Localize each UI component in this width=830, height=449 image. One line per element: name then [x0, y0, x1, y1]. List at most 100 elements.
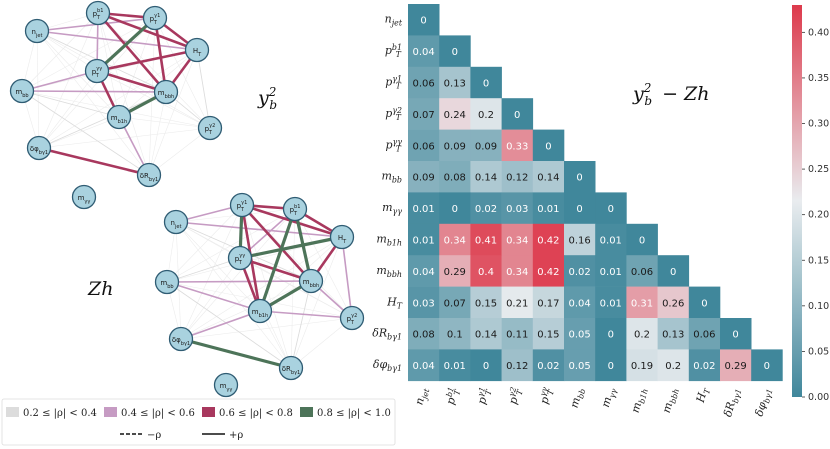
correlation-edge — [38, 146, 150, 177]
heatmap-value-label: 0.04 — [412, 47, 434, 58]
heatmap-cell: 0.02 — [688, 349, 721, 382]
heatmap-cell: 0.11 — [501, 318, 534, 350]
correlation-heatmap: 0 njet 0.04 0 pb1 T 0.06 0.13 0 pγ1 T 0.07 0.24 0.2 0 p… — [372, 4, 783, 418]
heatmap-value-label: 0 — [732, 330, 738, 341]
heatmap-value-label: 0.06 — [412, 141, 434, 152]
colorbar-gradient — [792, 5, 802, 397]
correlation-edge — [180, 310, 261, 340]
weak-edge — [118, 17, 156, 118]
network-yb2: njet pb1 T pγ1 T HT pγγ T mbb mbbh mb1h pγ2 T δφbγ1 δR… — [9, 0, 223, 210]
heatmap-value-label: 0.02 — [693, 361, 715, 372]
heatmap-cell: 0 — [408, 4, 440, 36]
graph-node: mb1h — [247, 298, 273, 324]
graph-node: pγ2 T — [197, 115, 223, 141]
graph-node-label: mγγ — [220, 382, 233, 393]
heatmap-title: y2 b − Zh — [632, 81, 710, 108]
graph-node-label: mb1h — [111, 114, 127, 125]
heatmap-cell: 0.05 — [564, 318, 596, 350]
weak-edge — [175, 208, 296, 223]
heatmap-value-label: 0 — [701, 298, 707, 309]
graph-node-label: pb1 T — [290, 204, 301, 217]
heatmap-cell: 0.04 — [408, 349, 440, 382]
heatmap-row-label: mγγ — [382, 201, 402, 216]
heatmap-col-label: mbb — [568, 386, 588, 410]
heatmap-value-label: 0.14 — [475, 173, 497, 184]
graph-node-label: HT — [338, 234, 347, 245]
heatmap-cell: 0.13 — [439, 66, 471, 99]
graph-node-label: δRbγ1 — [140, 172, 159, 183]
weak-edge — [241, 204, 292, 369]
heatmap-value-label: 0.12 — [506, 361, 528, 372]
legend-entry: 0.2 ≤ |ρ| < 0.4 — [6, 407, 97, 419]
heatmap-value-label: 0.34 — [506, 267, 528, 278]
weak-edge — [166, 204, 243, 283]
weak-edge — [38, 70, 98, 149]
heatmap-cell: 0.14 — [470, 161, 502, 193]
heatmap-cell: 0.34 — [501, 223, 534, 256]
graph-node: njet — [163, 209, 189, 235]
heatmap-cell: 0.13 — [657, 318, 690, 350]
heatmap-row-label: mbbh — [376, 264, 402, 279]
heatmap-cell: 0.12 — [501, 161, 534, 193]
heatmap-value-label: 0.06 — [693, 330, 715, 341]
weak-edge — [148, 49, 198, 176]
heatmap-value-label: 0.01 — [444, 361, 466, 372]
correlation-edge — [341, 236, 353, 319]
heatmap-value-label: 0.42 — [537, 236, 559, 247]
graph-node-label: pγγ T — [235, 253, 245, 266]
heatmap-cell: 0.42 — [532, 255, 565, 287]
heatmap-cell: 0.34 — [439, 223, 471, 256]
heatmap-value-label: 0 — [576, 173, 582, 184]
heatmap-cell: 0.04 — [408, 255, 440, 287]
heatmap-cell: 0.12 — [501, 349, 534, 382]
heatmap-value-label: 0 — [576, 204, 582, 215]
legend-entry: 0.8 ≤ |ρ| < 1.0 — [300, 407, 391, 419]
heatmap-value-label: 0.14 — [475, 330, 497, 341]
legend-label: 0.2 ≤ |ρ| < 0.4 — [23, 408, 97, 419]
heatmap-cell: 0 — [688, 286, 721, 319]
correlation-edge — [166, 280, 312, 283]
heatmap-value-label: 0.29 — [724, 361, 746, 372]
graph-node-label: pγγ T — [92, 66, 102, 79]
weak-edge — [118, 116, 211, 129]
heatmap-cell: 0.2 — [657, 349, 690, 382]
heatmap-cell: 0.21 — [501, 286, 534, 319]
heatmap-value-label: 0.29 — [444, 267, 466, 278]
heatmap-cell: 0.01 — [595, 286, 627, 319]
heatmap-cell: 0 — [657, 255, 690, 287]
weak-edge — [97, 12, 150, 176]
heatmap-col-label: njet — [412, 385, 431, 406]
heatmap-value-label: 0.01 — [600, 236, 622, 247]
correlation-edge — [290, 280, 312, 369]
heatmap-value-label: 0.31 — [631, 298, 653, 309]
correlation-edge — [96, 48, 198, 73]
heatmap-cell: 0 — [470, 349, 502, 382]
correlation-edge — [175, 221, 343, 238]
legend-label: 0.8 ≤ |ρ| < 1.0 — [317, 408, 391, 419]
network-title-yb2: y2 b — [257, 85, 277, 112]
weak-edge — [290, 208, 296, 369]
correlation-edge — [97, 12, 167, 93]
heatmap-cell: 0.07 — [408, 98, 440, 130]
graph-node-label: pγ2 T — [347, 313, 358, 326]
graph-node: pγ1 T — [229, 192, 255, 218]
graph-node: mbb — [9, 78, 35, 104]
graph-node: mbbh — [298, 268, 324, 294]
weak-edge — [36, 30, 120, 118]
heatmap-cell: 0 — [595, 349, 627, 382]
graph-node-label: pb1 T — [93, 8, 104, 21]
heatmap-cell: 0.06 — [408, 129, 440, 162]
heatmap-cell: 0.09 — [470, 129, 502, 162]
heatmap-value-label: 0.34 — [444, 236, 466, 247]
network-zh: njet pγ1 T pb1 T HT pγγ T mbb mbbh mb1h pγ2 T δφbγ1 δR… — [154, 192, 365, 398]
heatmap-value-label: 0.04 — [412, 361, 434, 372]
weak-edge — [38, 127, 211, 149]
weak-edge — [175, 221, 261, 312]
weak-edge — [259, 236, 343, 312]
legend: 0.2 ≤ |ρ| < 0.4 0.4 ≤ |ρ| < 0.6 0.6 ≤ |ρ| … — [1, 398, 396, 446]
weak-edge — [36, 30, 150, 176]
weak-edge — [38, 116, 120, 149]
weak-edge — [180, 257, 241, 340]
heatmap-value-label: 0.15 — [537, 330, 559, 341]
